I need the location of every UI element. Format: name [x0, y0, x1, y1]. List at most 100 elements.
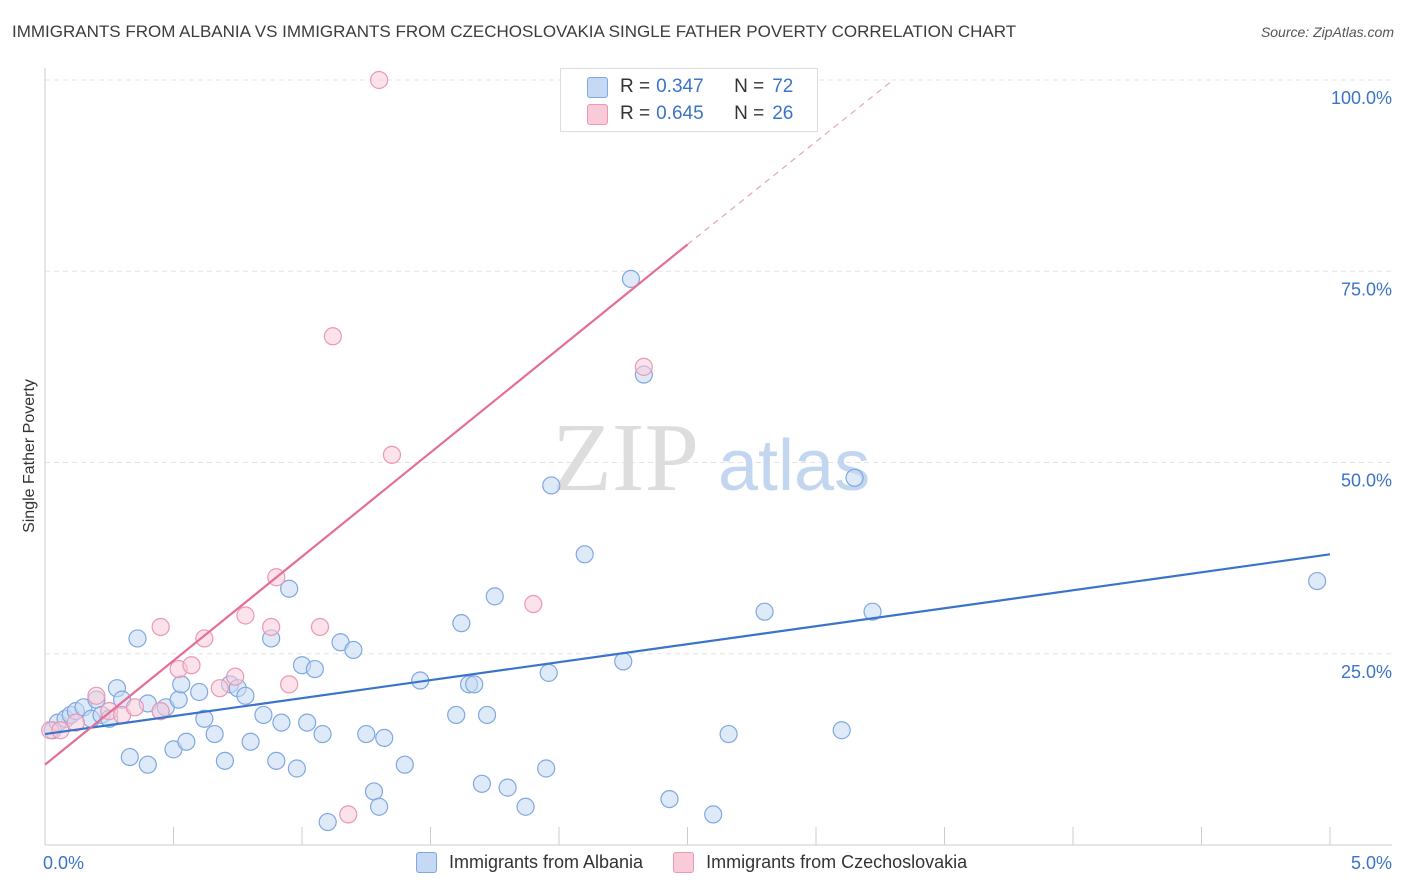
data-point	[364, 782, 384, 801]
data-point	[215, 751, 234, 770]
data-point	[205, 724, 224, 744]
data-point	[169, 690, 188, 709]
n-value-czechoslovakia: 26	[772, 103, 794, 124]
data-point	[339, 805, 358, 824]
data-point	[298, 713, 317, 732]
watermark-zip: ZIP	[552, 404, 699, 512]
data-point	[195, 629, 214, 648]
data-point	[465, 675, 484, 694]
data-point	[542, 476, 561, 495]
n-label: N =	[734, 76, 765, 97]
watermark-atlas: atlas	[718, 426, 870, 506]
n-value-albania: 72	[772, 76, 794, 97]
r-label: R =	[620, 76, 651, 97]
data-point	[537, 759, 556, 778]
data-point	[318, 812, 337, 832]
data-point	[280, 675, 299, 694]
data-point	[704, 805, 723, 824]
trend-lines	[44, 79, 1331, 766]
data-point	[236, 606, 255, 625]
data-point	[634, 357, 653, 376]
data-point	[87, 686, 106, 705]
data-point	[719, 724, 738, 744]
data-point	[177, 732, 196, 751]
data-point	[151, 617, 170, 637]
series-legend: Immigrants from Albania Immigrants from …	[416, 852, 997, 873]
y-tick-label: 100.0%	[1331, 88, 1392, 108]
correlation-legend: R = 0.347 N = 72 R = 0.645 N = 26	[560, 68, 818, 132]
data-point	[447, 705, 466, 725]
data-point	[241, 732, 260, 751]
data-point	[125, 698, 145, 717]
data-point	[305, 659, 324, 679]
series-points-0	[43, 269, 1327, 832]
data-point	[262, 617, 281, 637]
data-point	[128, 629, 147, 648]
source-label: Source: ZipAtlas.com	[1260, 24, 1394, 40]
data-point	[310, 617, 330, 637]
trend-line-0	[44, 553, 1331, 736]
data-point	[236, 686, 255, 705]
data-point	[539, 663, 558, 682]
data-point	[660, 789, 679, 809]
r-value-albania: 0.347	[656, 76, 704, 97]
data-point	[845, 468, 864, 487]
legend-swatch-czechoslovakia	[587, 103, 608, 125]
data-point	[755, 602, 774, 621]
data-point	[313, 724, 332, 744]
trend-line-1	[44, 243, 689, 766]
data-point	[66, 713, 85, 732]
legend-item-albania: Immigrants from Albania	[416, 852, 643, 873]
legend-swatch-czechoslovakia	[673, 852, 695, 873]
data-point	[210, 679, 229, 698]
legend-item-czechoslovakia: Immigrants from Czechoslovakia	[673, 852, 967, 873]
data-point	[151, 702, 170, 721]
legend-swatch-albania	[416, 852, 437, 873]
y-tick-label: 50.0%	[1341, 471, 1392, 491]
data-point	[382, 445, 402, 464]
tick-labels: 25.0% 50.0% 75.0% 100.0% 0.0% 5.0%	[43, 88, 1392, 873]
chart-title: IMMIGRANTS FROM ALBANIA VS IMMIGRANTS FR…	[12, 22, 1017, 41]
data-point	[614, 652, 633, 671]
data-point	[375, 728, 394, 748]
watermark: ZIP atlas	[552, 404, 870, 512]
data-point	[267, 751, 286, 770]
data-point	[172, 675, 191, 694]
data-point	[370, 797, 389, 816]
data-point	[477, 705, 497, 725]
data-point	[472, 774, 491, 793]
data-point	[485, 587, 504, 606]
y-tick-label: 75.0%	[1341, 279, 1392, 299]
y-tick-label: 25.0%	[1341, 662, 1392, 682]
data-point	[344, 640, 363, 660]
data-point	[323, 327, 342, 346]
y-axis-label: Single Father Poverty	[21, 379, 38, 533]
data-point	[195, 709, 214, 728]
data-point	[287, 759, 306, 778]
legend-row-albania: R = 0.347 N = 72	[587, 75, 793, 99]
data-point	[395, 755, 414, 774]
gridlines	[45, 79, 1392, 655]
data-point	[621, 269, 641, 288]
data-point	[863, 602, 882, 621]
data-point	[370, 70, 389, 90]
n-label: N =	[734, 103, 765, 124]
data-point	[1308, 571, 1327, 591]
data-point	[452, 614, 471, 633]
x-tick-label: 0.0%	[43, 853, 84, 873]
data-point	[498, 778, 517, 797]
data-point	[272, 713, 291, 732]
data-point	[832, 721, 851, 740]
data-point	[182, 656, 201, 675]
r-label: R =	[620, 103, 651, 124]
data-point	[120, 747, 139, 767]
data-point	[357, 724, 376, 744]
data-point	[190, 682, 209, 702]
data-point	[516, 797, 535, 816]
axes	[44, 68, 1392, 846]
r-value-czechoslovakia: 0.645	[656, 103, 704, 124]
data-point	[138, 755, 157, 774]
x-tick-label: 5.0%	[1351, 853, 1392, 873]
legend-row-czechoslovakia: R = 0.645 N = 26	[587, 102, 793, 126]
